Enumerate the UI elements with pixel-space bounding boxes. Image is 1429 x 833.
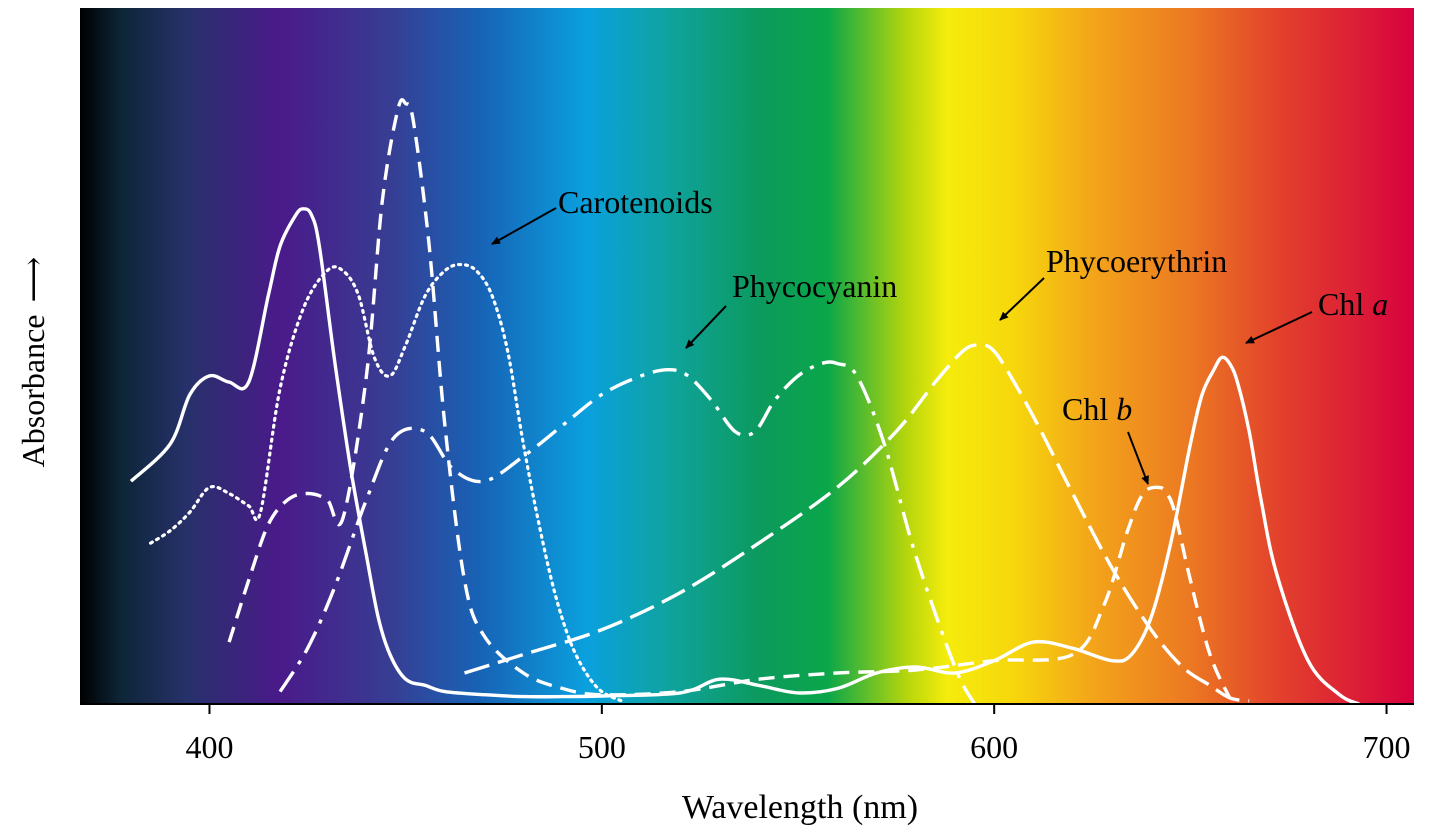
annotation-label-chl-a: Chl a [1318,286,1388,322]
annotation-arrow-chl-a [1245,311,1313,344]
series-layer [129,98,1360,706]
annotation-label-chl-b: Chl b [1062,391,1132,427]
annotation-label-italic: a [1372,286,1388,322]
annotation-label-main: Phycocyanin [732,268,897,304]
annotation-arrow-carotenoids [491,207,557,245]
annotations: Carotenoids Phycocyanin Phycoerythrin Chl a… [491,184,1388,485]
annotation-arrow-phycoerythrin [999,277,1045,321]
y-axis-arrow: ⟶ [15,257,51,303]
x-tick-label-500: 500 [578,729,626,765]
annotation-label-main: Phycoerythrin [1046,243,1227,279]
y-axis-label-group: Absorbance ⟶ [15,257,51,468]
annotation-arrow-chl-b [1127,431,1149,485]
annotation-label-main: Carotenoids [558,184,713,220]
series-phycoerythrin [464,343,1250,703]
y-axis-label-text: Absorbance [15,315,51,468]
x-tick-label-700: 700 [1363,729,1411,765]
annotation-label-italic: b [1116,391,1132,427]
annotation-label-phycoerythrin: Phycoerythrin [1046,243,1227,279]
series-chl-a [129,207,1360,706]
x-axis-label: Wavelength (nm) [682,789,918,826]
y-axis-label: Absorbance ⟶ [15,257,51,468]
x-tick-label-600: 600 [970,729,1018,765]
x-tick-label-400: 400 [185,729,233,765]
annotation-arrow-phycocyanin [685,305,727,349]
series-chl-b [227,98,1232,699]
annotation-label-main: Chl [1062,391,1116,427]
series-carotenoids [149,262,623,703]
annotation-label-main: Chl [1318,286,1372,322]
series-phycocyanin [278,360,977,705]
spectrum-background [80,8,1414,704]
x-axis: 400 500 600 700 [185,704,1411,765]
annotation-label-phycocyanin: Phycocyanin [732,268,897,304]
annotation-label-carotenoids: Carotenoids [558,184,713,220]
